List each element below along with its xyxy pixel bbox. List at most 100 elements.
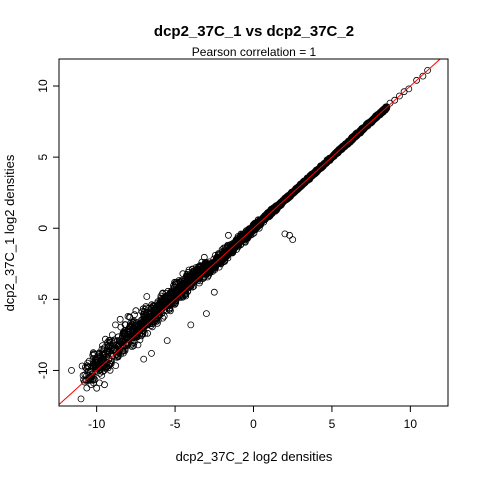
data-point: [104, 338, 111, 346]
data-point: [281, 195, 289, 203]
data-point: [298, 181, 306, 189]
data-point: [213, 256, 221, 264]
data-point: [290, 188, 298, 196]
data-point: [185, 273, 193, 281]
data-point: [132, 307, 140, 315]
y-axis: -10 -5 0 5 10: [36, 79, 59, 379]
data-point: [202, 310, 210, 318]
x-axis: -10 -5 0 5 10: [88, 406, 417, 431]
data-point: [242, 235, 250, 243]
points-layer: [68, 67, 432, 403]
data-point: [114, 337, 122, 344]
data-point: [307, 173, 315, 181]
data-point: [101, 358, 109, 366]
data-point: [154, 306, 162, 314]
data-point: [173, 288, 181, 296]
data-point: [232, 242, 240, 250]
data-point: [144, 329, 152, 337]
data-point: [249, 221, 257, 228]
data-point: [245, 229, 253, 237]
data-point: [413, 76, 421, 84]
data-point: [289, 236, 297, 244]
data-point: [178, 283, 185, 290]
data-point: [124, 327, 132, 335]
data-point: [144, 313, 152, 321]
data-point: [188, 280, 196, 288]
data-point: [372, 113, 380, 121]
data-point: [131, 311, 138, 319]
data-point: [356, 129, 364, 137]
data-point: [99, 342, 106, 350]
data-point: [281, 230, 289, 238]
reference-line-layer: [59, 59, 441, 406]
data-point: [96, 369, 104, 377]
data-point: [101, 344, 108, 352]
data-point: [247, 228, 255, 236]
chart-subtitle: Pearson correlation = 1: [192, 45, 317, 59]
x-tick-label: 10: [404, 417, 418, 431]
data-point: [193, 275, 201, 283]
data-point: [166, 305, 174, 313]
data-point: [141, 330, 149, 337]
data-point: [159, 290, 166, 298]
data-point: [140, 355, 148, 363]
data-point: [218, 246, 226, 254]
data-point: [395, 92, 403, 100]
data-point: [101, 381, 108, 389]
data-point: [171, 280, 179, 288]
data-point: [400, 88, 408, 96]
data-point: [291, 186, 299, 194]
data-point: [208, 261, 216, 268]
data-point: [157, 308, 165, 316]
chart-title: dcp2_37C_1 vs dcp2_37C_2: [154, 23, 354, 40]
y-tick-label: 10: [36, 79, 50, 93]
data-point: [143, 293, 151, 300]
data-point: [124, 312, 132, 320]
data-point: [217, 253, 225, 260]
y-tick-label: -5: [36, 294, 50, 305]
data-point: [179, 270, 187, 278]
data-point: [128, 343, 136, 351]
data-point: [87, 381, 95, 389]
data-point: [267, 209, 275, 217]
data-point: [112, 321, 119, 329]
x-tick-label: 0: [250, 417, 257, 431]
data-point: [153, 319, 161, 327]
x-tick-label: -5: [170, 417, 181, 431]
data-point: [308, 172, 316, 180]
data-point: [360, 124, 368, 131]
data-point: [142, 304, 150, 312]
data-point: [83, 384, 91, 392]
y-tick-label: 0: [36, 225, 50, 232]
data-point: [367, 119, 375, 127]
data-point: [77, 395, 85, 403]
data-point: [215, 263, 223, 271]
data-point: [195, 263, 203, 271]
data-point: [106, 348, 113, 356]
data-point: [161, 296, 169, 304]
data-point: [386, 99, 394, 107]
data-point: [256, 218, 264, 226]
data-point: [68, 366, 75, 374]
data-point: [92, 368, 99, 376]
data-point: [235, 236, 243, 244]
data-point: [132, 320, 140, 327]
data-point: [102, 353, 110, 361]
data-point: [90, 363, 97, 371]
data-point: [151, 302, 159, 310]
identity-line: [59, 59, 441, 406]
data-point: [288, 188, 296, 196]
data-point: [108, 331, 116, 339]
data-point: [224, 231, 232, 239]
data-point: [169, 290, 177, 298]
data-point: [419, 72, 427, 80]
data-point: [141, 306, 149, 313]
data-point: [272, 202, 280, 210]
data-point: [326, 155, 334, 163]
data-point: [163, 337, 171, 345]
data-point: [113, 353, 121, 361]
data-point: [115, 333, 122, 341]
x-tick-label: -10: [88, 417, 106, 431]
x-axis-label: dcp2_37C_2 log2 densities: [176, 449, 333, 464]
